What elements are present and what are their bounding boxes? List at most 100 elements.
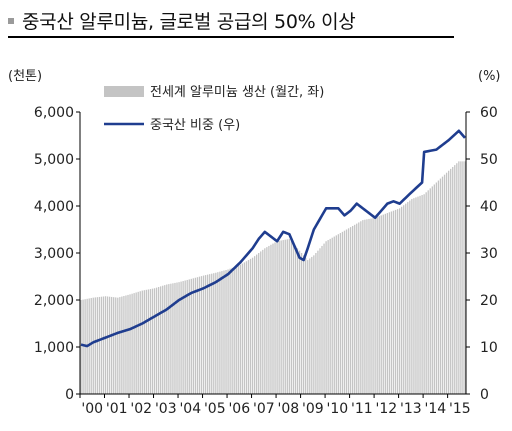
bar-mark	[392, 210, 395, 394]
bar-mark	[309, 258, 311, 394]
bar-mark	[131, 293, 133, 394]
bar-mark	[141, 290, 143, 394]
title-bullet-icon	[8, 18, 14, 24]
bar-mark	[129, 294, 131, 394]
bar-mark	[360, 221, 362, 394]
bar-mark	[439, 178, 442, 394]
x-tick-label: '05	[204, 401, 226, 417]
bar-mark	[178, 282, 180, 394]
bar-mark	[288, 238, 290, 394]
bar-mark	[413, 198, 415, 394]
bar-mark	[270, 244, 272, 394]
bar-mark	[298, 250, 301, 394]
y-left-tick-label: 0	[65, 387, 74, 403]
bar-mark	[321, 245, 323, 394]
bar-mark	[347, 228, 350, 394]
bar-mark	[104, 296, 107, 394]
y-left-tick-label: 1,000	[34, 340, 74, 356]
bar-mark	[325, 241, 327, 394]
bar-mark	[247, 260, 250, 394]
y-right-tick-label: 30	[480, 246, 498, 262]
bar-mark	[108, 296, 111, 394]
bar-mark	[292, 243, 295, 394]
line-series	[80, 129, 466, 348]
bar-mark	[251, 257, 254, 394]
bar-mark	[409, 200, 411, 394]
bar-mark	[94, 297, 96, 394]
bar-mark	[149, 289, 152, 394]
bar-mark	[237, 265, 239, 394]
bar-mark	[456, 163, 458, 394]
x-tick-label: '10	[326, 401, 348, 417]
bar-mark	[162, 285, 164, 394]
bar-mark	[249, 258, 252, 395]
bar-mark	[431, 186, 433, 394]
bar-mark	[98, 296, 101, 394]
bar-mark	[192, 278, 195, 394]
bar-mark	[90, 298, 92, 394]
y-left-tick-label: 6,000	[34, 105, 74, 121]
bar-mark	[460, 161, 462, 394]
bar-mark	[290, 241, 293, 394]
bar-mark	[349, 227, 352, 394]
bar-mark	[92, 297, 94, 394]
y-right-tick-label: 20	[480, 293, 498, 309]
bar-mark	[121, 296, 123, 394]
x-tick-label: '14	[425, 401, 447, 417]
bar-mark	[445, 172, 448, 394]
bar-mark	[137, 291, 139, 394]
bar-mark	[260, 251, 262, 394]
bar-mark	[462, 161, 464, 394]
bar-mark	[217, 272, 219, 394]
bar-mark	[396, 209, 399, 394]
bar-mark	[113, 297, 115, 394]
bar-mark	[204, 275, 207, 394]
bar-mark	[331, 237, 333, 394]
bar-mark	[405, 203, 407, 394]
bar-mark	[200, 276, 203, 394]
bar-mark	[398, 208, 401, 394]
bar-mark	[180, 281, 182, 394]
bar-mark	[352, 225, 354, 394]
bar-mark	[452, 166, 454, 394]
bar-mark	[111, 296, 113, 394]
y-right-ticks: 0 10 20 30 40 50 60	[466, 105, 498, 403]
bar-mark	[143, 290, 145, 394]
bar-mark	[343, 230, 346, 394]
bar-mark	[415, 197, 417, 394]
bar-mark	[345, 229, 348, 394]
bar-mark	[339, 233, 342, 394]
bar-mark	[417, 196, 419, 394]
bar-mark	[315, 253, 317, 394]
bar-mark	[123, 296, 125, 394]
bar-mark	[276, 241, 278, 394]
x-tick-label: '06	[228, 401, 250, 417]
bar-mark	[196, 277, 199, 394]
bar-mark	[296, 248, 299, 394]
x-tick-label: '08	[277, 401, 299, 417]
bar-mark	[337, 234, 340, 394]
legend-line-label: 중국산 비중 (우)	[150, 118, 240, 133]
bar-mark	[115, 297, 117, 394]
y-left-tick-label: 3,000	[34, 246, 74, 262]
bar-mark	[172, 283, 174, 394]
bar-mark	[368, 218, 370, 394]
bar-mark	[127, 294, 129, 394]
bar-mark	[223, 270, 225, 394]
bar-mark	[221, 271, 223, 394]
y-left-tick-label: 5,000	[34, 152, 74, 168]
bar-mark	[300, 253, 303, 394]
bar-mark	[394, 209, 397, 394]
bar-mark	[362, 220, 364, 394]
bar-mark	[341, 231, 344, 394]
bar-mark	[366, 219, 368, 394]
bar-mark	[317, 250, 319, 394]
bar-mark	[447, 170, 450, 394]
bar-mark	[372, 218, 374, 394]
bar-mark	[278, 240, 280, 394]
bar-mark	[374, 217, 376, 394]
bar-mark	[407, 202, 409, 394]
bar-mark	[102, 296, 105, 394]
bar-mark	[82, 299, 84, 394]
bar-mark	[190, 278, 192, 394]
